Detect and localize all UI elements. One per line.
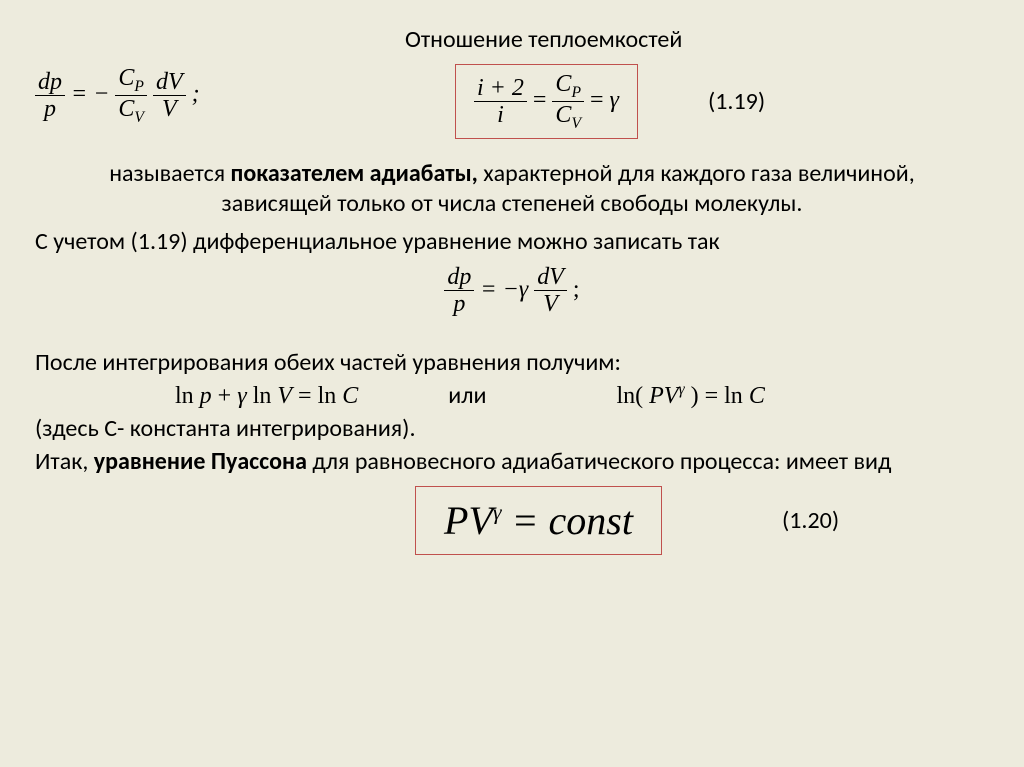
- text-or: или: [448, 381, 486, 410]
- paragraph-constant-note: (здесь С- константа интегрирования).: [35, 414, 989, 443]
- eq1-lhs-num: dp: [35, 69, 65, 96]
- paragraph-with-1-19: С учетом (1.19) дифференциальное уравнен…: [35, 227, 989, 256]
- equation-number-1-20: (1.20): [782, 506, 839, 535]
- equation-number-1-19: (1.19): [708, 87, 765, 116]
- eq1-lhs-den: p: [35, 96, 65, 122]
- equation-1-20-row: PVγ = const (1.20): [35, 486, 989, 555]
- paragraph-adiabatic-index: называется показателем адиабаты, характе…: [95, 159, 929, 219]
- equation-1-19-box: i + 2i = CP CV = γ: [455, 64, 638, 139]
- paragraph-after-integration: После интегрирования обеих частей уравне…: [35, 348, 989, 377]
- heading-heat-capacity-ratio: Отношение теплоемкостей: [405, 25, 989, 54]
- equation-dp-over-p-cp-cv: dpp = − CP CV dVV ;: [35, 65, 200, 126]
- slide-page: dpp = − CP CV dVV ; Отношение теплоемкос…: [0, 0, 1024, 580]
- eq1-equals: = −: [71, 81, 115, 107]
- equation-ln-pv-gamma: ln( PVγ ) = ln C: [616, 381, 764, 410]
- equation-1-19-row: i + 2i = CP CV = γ (1.19): [455, 64, 989, 139]
- integration-result-row: ln p + γ ln V = ln C или ln( PVγ ) = ln …: [35, 381, 989, 410]
- equation-ln-sum: ln p + γ ln V = ln C: [175, 383, 358, 410]
- paragraph-poisson: Итак, уравнение Пуассона для равновесног…: [35, 447, 989, 476]
- equation-dp-over-p-gamma: dpp = −γ dVV ;: [35, 264, 989, 318]
- eq1-tail: ;: [192, 81, 200, 107]
- equation-poisson-box: PVγ = const: [415, 486, 662, 555]
